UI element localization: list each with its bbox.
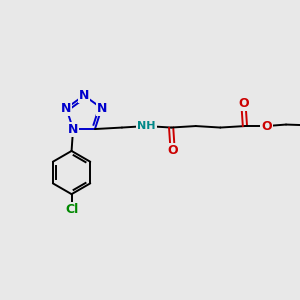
Text: O: O <box>167 143 178 157</box>
Text: N: N <box>79 89 89 102</box>
Text: O: O <box>238 97 249 110</box>
Text: Cl: Cl <box>65 203 78 216</box>
Text: N: N <box>97 102 107 115</box>
Text: NH: NH <box>137 121 156 131</box>
Text: O: O <box>261 119 272 133</box>
Text: N: N <box>61 102 71 115</box>
Text: N: N <box>68 122 78 136</box>
